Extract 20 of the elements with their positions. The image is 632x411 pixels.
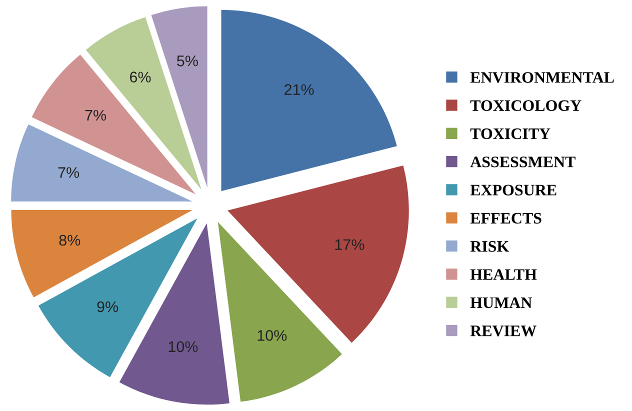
data-label: 7% [85, 110, 106, 121]
legend-label: TOXICOLOGY [470, 100, 582, 111]
legend-label: ASSESSMENT [470, 156, 576, 168]
data-label: 10% [258, 330, 287, 341]
data-label: 5% [177, 56, 198, 66]
legend-label: RISK [470, 241, 510, 252]
data-label: 10% [168, 341, 198, 352]
data-label: 8% [59, 234, 80, 246]
data-label: 9% [97, 301, 118, 312]
data-label: 6% [130, 72, 151, 82]
legend-label: ENVIRONMENTAL [470, 72, 614, 83]
data-label: 17% [335, 239, 364, 250]
data-label: 21% [284, 84, 314, 95]
legend-label: EFFECTS [470, 212, 542, 224]
legend-label: EXPOSURE [470, 184, 556, 196]
data-label: 7% [58, 167, 80, 178]
legend-label: HEALTH [470, 269, 537, 280]
legend-label: TOXICITY [470, 128, 550, 140]
legend-label: HUMAN [470, 297, 532, 308]
legend-label: REVIEW [470, 326, 536, 336]
